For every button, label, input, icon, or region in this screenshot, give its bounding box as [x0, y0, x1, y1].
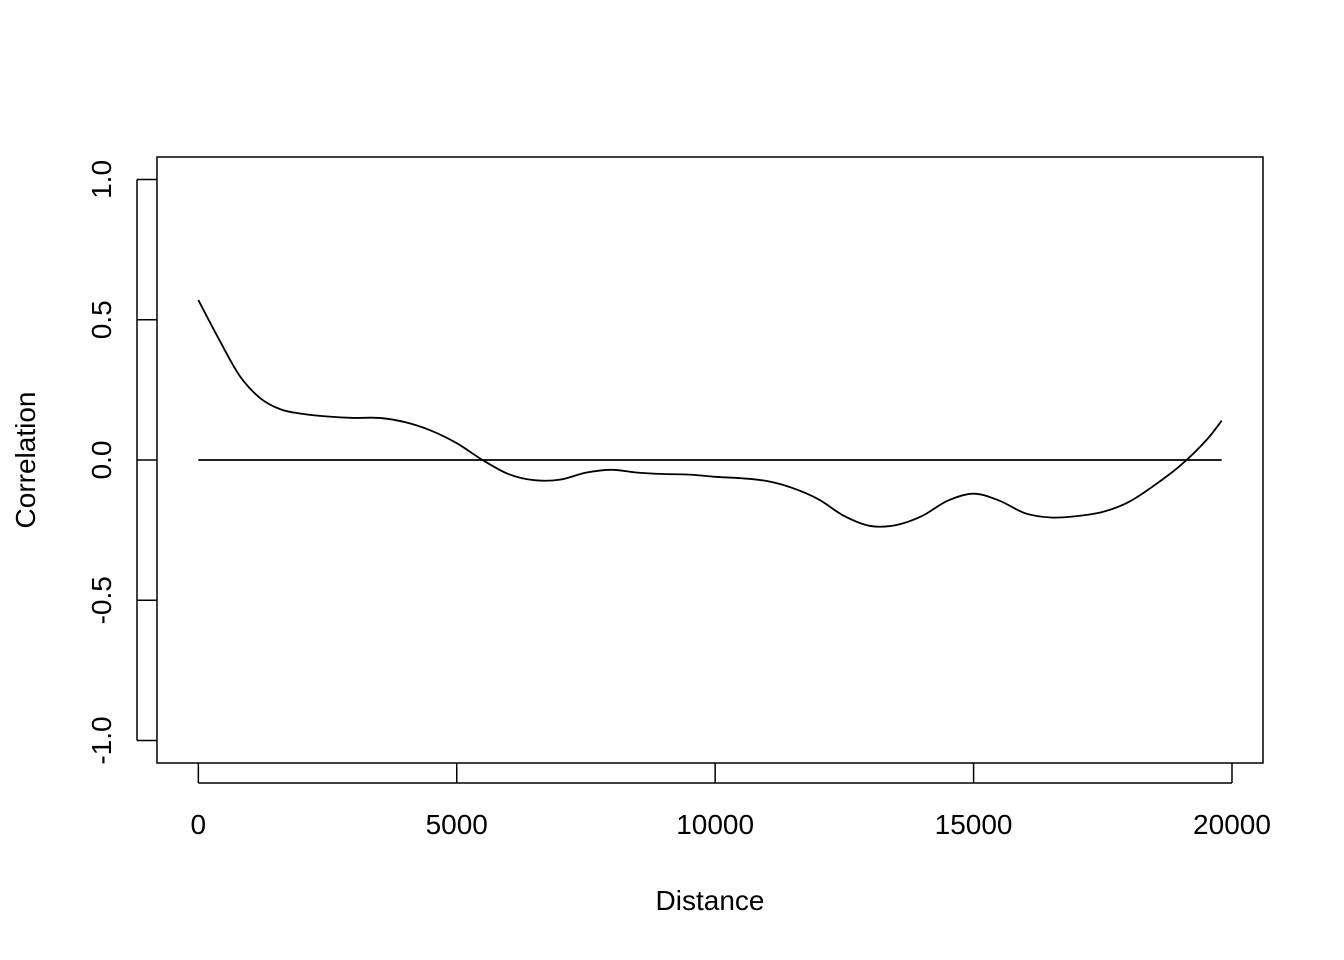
- series-layer: [197, 299, 1223, 528]
- x-tick-label: 0: [191, 809, 207, 840]
- x-tick-label: 10000: [676, 809, 754, 840]
- x-tick-label: 20000: [1193, 809, 1271, 840]
- x-tick-label: 15000: [935, 809, 1013, 840]
- x-axis: 0 5000 10000 15000 20000: [191, 763, 1271, 840]
- y-tick-label: 0.5: [86, 300, 117, 339]
- y-tick-label: 0.0: [86, 441, 117, 480]
- y-tick-label: -1.0: [86, 716, 117, 764]
- y-axis: -1.0 -0.5 0.0 0.5 1.0: [86, 160, 157, 765]
- y-tick-label: -0.5: [86, 576, 117, 624]
- y-tick-label: 1.0: [86, 160, 117, 199]
- x-axis-title: Distance: [656, 885, 765, 916]
- correlation-line: [197, 299, 1223, 528]
- x-tick-label: 5000: [426, 809, 488, 840]
- y-axis-title: Correlation: [10, 392, 41, 529]
